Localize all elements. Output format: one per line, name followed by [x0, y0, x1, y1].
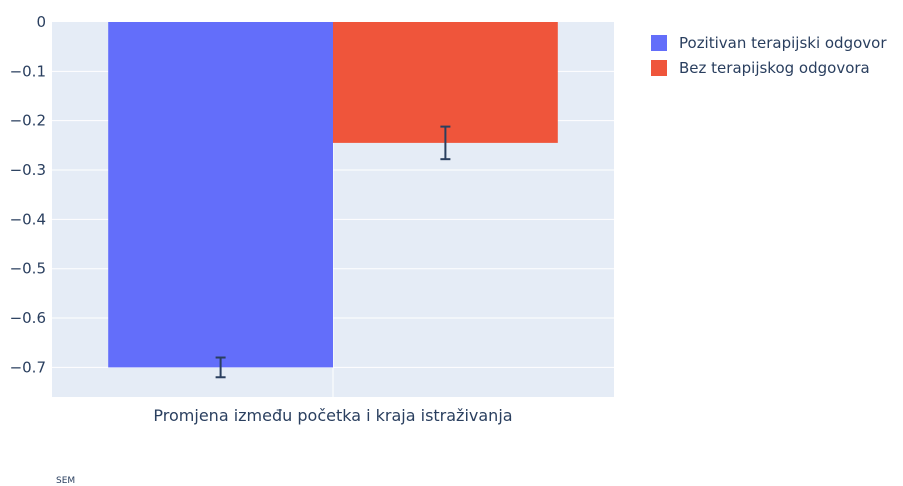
footnote: SEM [56, 476, 75, 486]
legend-item-positive-response[interactable]: Pozitivan terapijski odgovor [651, 34, 887, 52]
y-tick-label: −0.6 [10, 309, 46, 327]
y-tick-label: −0.5 [10, 260, 46, 278]
y-axis-ticks: 0 −0.1 −0.2 −0.3 −0.4 −0.5 −0.6 −0.7 [10, 13, 46, 376]
legend[interactable]: Pozitivan terapijski odgovor Bez terapijs… [651, 34, 887, 77]
y-tick-label: −0.4 [10, 210, 46, 228]
error-bars [215, 125, 451, 379]
bars [108, 22, 558, 368]
legend-label: Pozitivan terapijski odgovor [679, 34, 887, 52]
bar-no-response[interactable] [333, 22, 558, 143]
y-tick-label: −0.3 [10, 161, 46, 179]
y-tick-label: 0 [36, 13, 46, 31]
legend-swatch [651, 35, 667, 51]
y-tick-label: −0.2 [10, 112, 46, 130]
legend-item-no-response[interactable]: Bez terapijskog odgovora [651, 59, 870, 77]
error-bar [440, 125, 451, 161]
bar-positive-response[interactable] [108, 22, 333, 368]
legend-label: Bez terapijskog odgovora [679, 59, 870, 77]
x-category-label: Promjena između početka i kraja istraživ… [153, 406, 512, 425]
y-tick-label: −0.7 [10, 358, 46, 376]
legend-swatch [651, 60, 667, 76]
y-tick-label: −0.1 [10, 62, 46, 80]
error-bar [215, 356, 226, 379]
